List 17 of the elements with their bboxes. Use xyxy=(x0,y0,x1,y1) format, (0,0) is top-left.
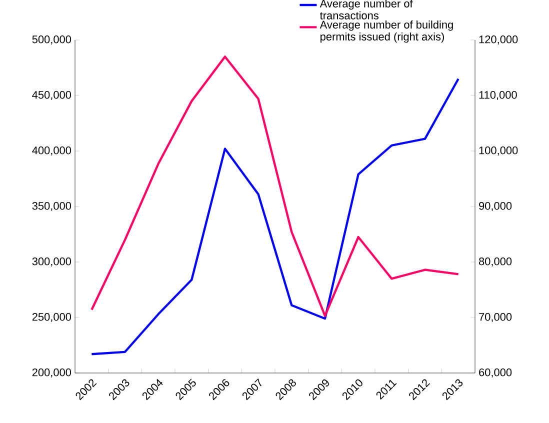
y2-tick-label: 110,000 xyxy=(479,90,517,100)
y2-tick-label: 90,000 xyxy=(479,202,512,212)
y2-tick-label: 60,000 xyxy=(479,368,512,378)
line-series xyxy=(90,78,460,356)
y-tick-label: 200,000 xyxy=(32,368,72,378)
y-tick-label: 450,000 xyxy=(32,90,72,100)
y-tick-label: 300,000 xyxy=(32,257,72,267)
y-tick-label: 500,000 xyxy=(32,35,72,45)
y2-tick-label: 80,000 xyxy=(478,257,512,267)
y-tick-label: 400,000 xyxy=(32,146,72,156)
line-series xyxy=(90,56,460,317)
y2-tick-label: 70,000 xyxy=(479,312,512,322)
y-tick-label: 250,000 xyxy=(32,312,72,322)
y2-tick-label: 100,000 xyxy=(479,146,518,156)
y-tick-label: 350,000 xyxy=(32,202,72,212)
y2-tick-label: 120,000 xyxy=(479,35,518,45)
legend-label: Average number of building permits issued (right axis) xyxy=(320,20,453,43)
